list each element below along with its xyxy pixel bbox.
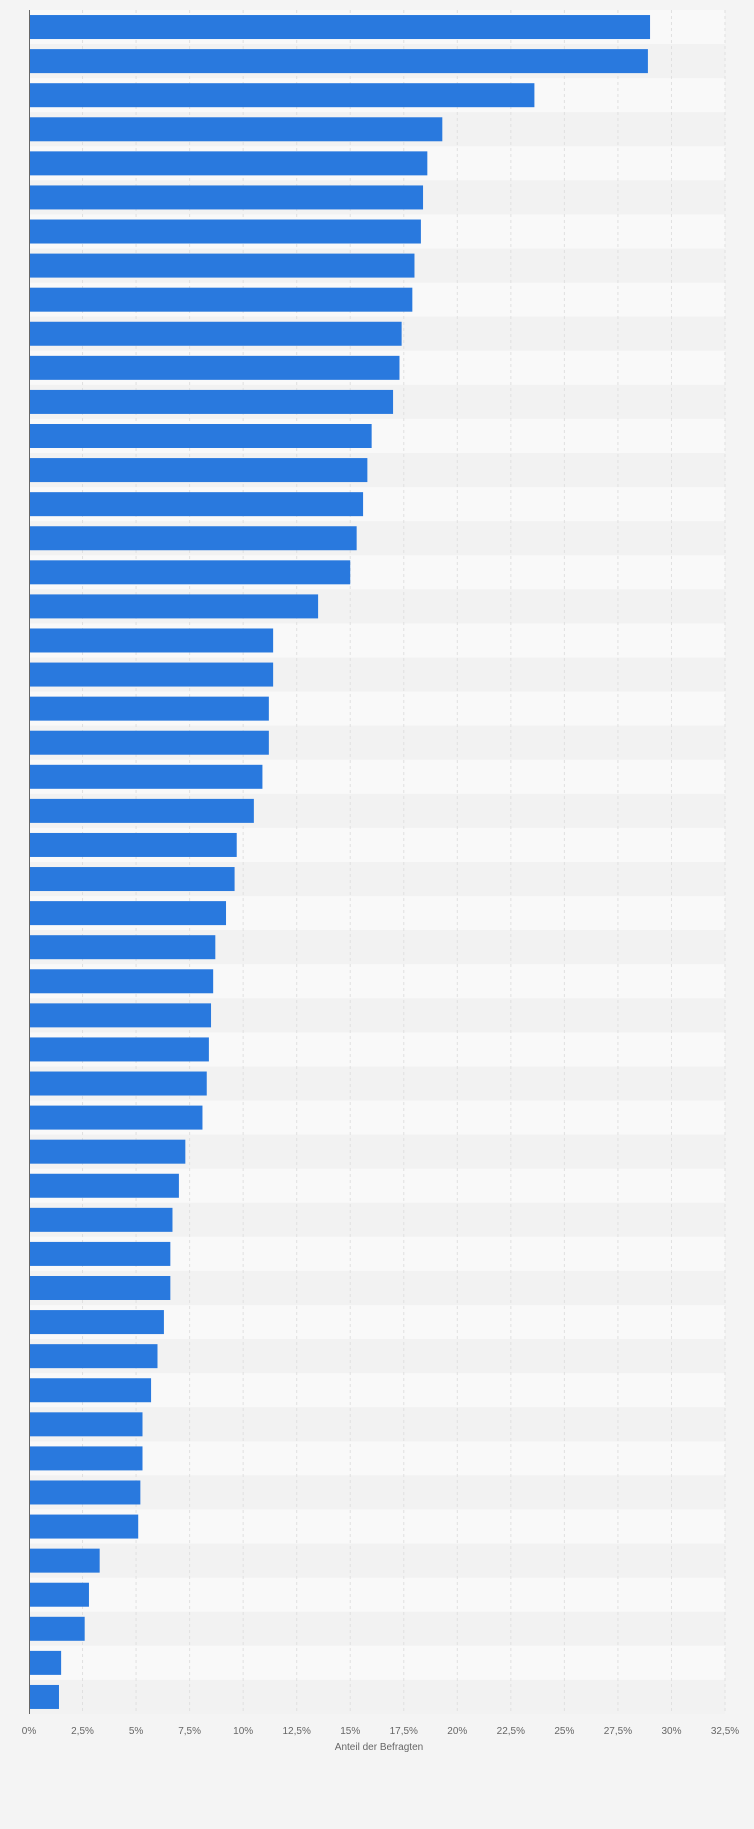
- bar[interactable]: [29, 287, 413, 312]
- row-band: [29, 1475, 725, 1510]
- x-axis-title: Anteil der Befragten: [335, 1742, 423, 1753]
- bar[interactable]: [29, 321, 402, 346]
- bar[interactable]: [29, 526, 357, 551]
- x-tick-label: 20%: [447, 1726, 467, 1737]
- bar[interactable]: [29, 492, 364, 517]
- row-band: [29, 1543, 725, 1578]
- bar[interactable]: [29, 1684, 59, 1709]
- bar[interactable]: [29, 117, 443, 142]
- x-tick-label: 15%: [340, 1726, 360, 1737]
- row-band: [29, 1407, 725, 1442]
- bar[interactable]: [29, 901, 227, 926]
- bar[interactable]: [29, 594, 319, 619]
- row-band: [29, 1679, 725, 1714]
- bar[interactable]: [29, 355, 400, 380]
- bar[interactable]: [29, 696, 269, 721]
- bar[interactable]: [29, 49, 648, 74]
- bar[interactable]: [29, 151, 428, 176]
- row-band: [29, 1441, 725, 1476]
- x-tick-label: 22,5%: [497, 1726, 525, 1737]
- x-tick-label: 17,5%: [390, 1726, 418, 1737]
- bar[interactable]: [29, 1276, 171, 1300]
- x-tick-label: 10%: [233, 1726, 253, 1737]
- bar[interactable]: [29, 458, 368, 483]
- bar[interactable]: [29, 1105, 203, 1130]
- bar[interactable]: [29, 969, 214, 994]
- bar[interactable]: [29, 83, 535, 108]
- x-tick-label: 32,5%: [711, 1726, 739, 1737]
- bar[interactable]: [29, 1378, 152, 1403]
- bar[interactable]: [29, 1548, 100, 1573]
- bar[interactable]: [29, 1650, 62, 1675]
- row-band: [29, 1645, 725, 1680]
- bar[interactable]: [29, 662, 274, 687]
- bar[interactable]: [29, 1344, 158, 1369]
- x-tick-label: 0%: [22, 1726, 37, 1737]
- bar[interactable]: [29, 185, 424, 210]
- bar[interactable]: [29, 1616, 85, 1641]
- bar[interactable]: [29, 1310, 164, 1335]
- bar[interactable]: [29, 1480, 141, 1505]
- row-band: [29, 1611, 725, 1646]
- bar[interactable]: [29, 832, 237, 857]
- x-tick-label: 25%: [554, 1726, 574, 1737]
- bar[interactable]: [29, 798, 254, 823]
- bar[interactable]: [29, 1207, 173, 1232]
- x-tick-label: 27,5%: [604, 1726, 632, 1737]
- bar[interactable]: [29, 628, 274, 653]
- bar[interactable]: [29, 1071, 207, 1096]
- bar[interactable]: [29, 1412, 143, 1437]
- x-tick-label: 2,5%: [71, 1726, 94, 1737]
- bar[interactable]: [29, 389, 394, 414]
- bar[interactable]: [29, 15, 651, 40]
- x-tick-label: 12,5%: [283, 1726, 311, 1737]
- bar[interactable]: [29, 1582, 89, 1607]
- bar[interactable]: [29, 1446, 143, 1471]
- x-tick-label: 7,5%: [178, 1726, 201, 1737]
- x-tick-label: 5%: [129, 1726, 144, 1737]
- bar[interactable]: [29, 560, 351, 585]
- bar[interactable]: [29, 867, 235, 892]
- bar[interactable]: [29, 1139, 186, 1164]
- bar[interactable]: [29, 253, 415, 278]
- row-band: [29, 1577, 725, 1612]
- x-tick-label: 30%: [661, 1726, 681, 1737]
- bar[interactable]: [29, 730, 269, 755]
- bar[interactable]: [29, 1003, 212, 1028]
- bar[interactable]: [29, 1241, 171, 1266]
- bar[interactable]: [29, 219, 421, 244]
- bar[interactable]: [29, 935, 216, 960]
- x-tick-labels: 0% 2,5% 5% 7,5% 10% 12,5% 15% 17,5% 20% 22,5% 25% 2…: [22, 1726, 740, 1737]
- bar[interactable]: [29, 424, 372, 448]
- bar[interactable]: [29, 1173, 179, 1198]
- bars: [29, 15, 651, 1709]
- bar[interactable]: [29, 1514, 139, 1539]
- bar[interactable]: [29, 764, 263, 789]
- row-band: [29, 1509, 725, 1544]
- bar[interactable]: [29, 1037, 209, 1062]
